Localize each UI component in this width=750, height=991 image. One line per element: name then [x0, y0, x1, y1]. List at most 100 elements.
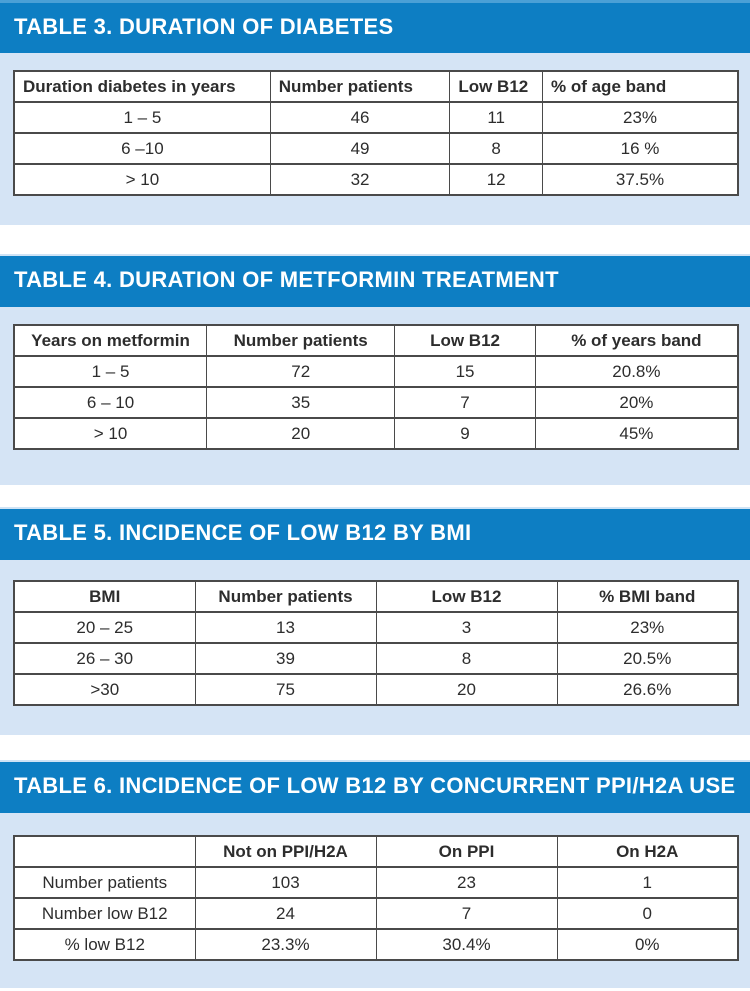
table3-panel: Duration diabetes in years Number patien…: [0, 53, 750, 225]
table-row: >30 75 20 26.6%: [13, 673, 739, 706]
table-cell: 23.3%: [194, 928, 377, 961]
table-cell: 1: [556, 866, 739, 899]
table-row: > 10 20 9 45%: [13, 417, 739, 450]
table-cell: 7: [375, 897, 558, 930]
column-header: On H2A: [556, 835, 739, 868]
table-cell: 26.6%: [556, 673, 739, 706]
column-header: Low B12: [394, 324, 536, 357]
table-cell: 103: [194, 866, 377, 899]
table5-panel: BMI Number patients Low B12 % BMI band 2…: [0, 560, 750, 735]
table-cell: 1 – 5: [13, 355, 208, 388]
table-cell: 6 – 10: [13, 386, 208, 419]
table-cell: 46: [269, 101, 451, 134]
table-cell: > 10: [13, 163, 271, 196]
table3-section: TABLE 3. DURATION OF DIABETES Duration d…: [0, 0, 750, 225]
row-label: Number low B12: [13, 897, 196, 930]
table-row: 26 – 30 39 8 20.5%: [13, 642, 739, 675]
column-header: Number patients: [194, 580, 377, 613]
table-cell: 20: [206, 417, 396, 450]
table-row: > 10 32 12 37.5%: [13, 163, 739, 196]
table-cell: 12: [449, 163, 543, 196]
table3-title: TABLE 3. DURATION OF DIABETES: [14, 14, 394, 39]
table-cell: 49: [269, 132, 451, 165]
table-cell: 3: [375, 611, 558, 644]
table-cell: 24: [194, 897, 377, 930]
column-header: Number patients: [269, 70, 451, 103]
column-header: On PPI: [375, 835, 558, 868]
table-cell: 23%: [542, 101, 739, 134]
table5-title-band: TABLE 5. INCIDENCE OF LOW B12 BY BMI: [0, 507, 750, 560]
table-row: 6 –10 49 8 16 %: [13, 132, 739, 165]
table-cell: 8: [375, 642, 558, 675]
table6-panel: Not on PPI/H2A On PPI On H2A Number pati…: [0, 813, 750, 988]
row-label: Number patients: [13, 866, 196, 899]
column-header: % of age band: [542, 70, 739, 103]
table-row: Number patients 103 23 1: [13, 866, 739, 899]
column-header: Duration diabetes in years: [13, 70, 271, 103]
column-header: Not on PPI/H2A: [194, 835, 377, 868]
table-cell: 0%: [556, 928, 739, 961]
table-row: 20 – 25 13 3 23%: [13, 611, 739, 644]
table-cell: 72: [206, 355, 396, 388]
table-row: 1 – 5 72 15 20.8%: [13, 355, 739, 388]
table-cell: 16 %: [542, 132, 739, 165]
table-cell: 20 – 25: [13, 611, 196, 644]
column-header: Years on metformin: [13, 324, 208, 357]
table-row: 6 – 10 35 7 20%: [13, 386, 739, 419]
table6-title: TABLE 6. INCIDENCE OF LOW B12 BY CONCURR…: [14, 773, 736, 798]
table-cell: 13: [194, 611, 377, 644]
table-cell: 11: [449, 101, 543, 134]
column-header: % BMI band: [556, 580, 739, 613]
table-cell: 9: [394, 417, 536, 450]
table4-header-row: Years on metformin Number patients Low B…: [13, 324, 739, 357]
column-header: BMI: [13, 580, 196, 613]
column-header-empty: [13, 835, 196, 868]
table4-title: TABLE 4. DURATION OF METFORMIN TREATMENT: [14, 267, 559, 292]
table-cell: >30: [13, 673, 196, 706]
table-cell: 6 –10: [13, 132, 271, 165]
table-cell: 20: [375, 673, 558, 706]
table6: Not on PPI/H2A On PPI On H2A Number pati…: [13, 835, 739, 961]
row-label: % low B12: [13, 928, 196, 961]
table5-section: TABLE 5. INCIDENCE OF LOW B12 BY BMI BMI…: [0, 507, 750, 735]
table4: Years on metformin Number patients Low B…: [13, 324, 739, 450]
table4-section: TABLE 4. DURATION OF METFORMIN TREATMENT…: [0, 254, 750, 485]
table-cell: 35: [206, 386, 396, 419]
table-cell: 30.4%: [375, 928, 558, 961]
table5: BMI Number patients Low B12 % BMI band 2…: [13, 580, 739, 706]
column-header: Number patients: [206, 324, 396, 357]
table-cell: 7: [394, 386, 536, 419]
table-cell: 39: [194, 642, 377, 675]
table4-panel: Years on metformin Number patients Low B…: [0, 307, 750, 485]
table6-title-band: TABLE 6. INCIDENCE OF LOW B12 BY CONCURR…: [0, 760, 750, 813]
table-cell: 45%: [534, 417, 739, 450]
table6-section: TABLE 6. INCIDENCE OF LOW B12 BY CONCURR…: [0, 760, 750, 988]
table-cell: 37.5%: [542, 163, 739, 196]
table-cell: 20.8%: [534, 355, 739, 388]
table5-title: TABLE 5. INCIDENCE OF LOW B12 BY BMI: [14, 520, 472, 545]
table-row: 1 – 5 46 11 23%: [13, 101, 739, 134]
table-cell: > 10: [13, 417, 208, 450]
table3: Duration diabetes in years Number patien…: [13, 70, 739, 196]
table-cell: 1 – 5: [13, 101, 271, 134]
table3-title-band: TABLE 3. DURATION OF DIABETES: [0, 0, 750, 53]
table6-header-row: Not on PPI/H2A On PPI On H2A: [13, 835, 739, 868]
table-cell: 23: [375, 866, 558, 899]
table-cell: 75: [194, 673, 377, 706]
table3-header-row: Duration diabetes in years Number patien…: [13, 70, 739, 103]
table-row: % low B12 23.3% 30.4% 0%: [13, 928, 739, 961]
table-row: Number low B12 24 7 0: [13, 897, 739, 930]
table-cell: 15: [394, 355, 536, 388]
table-cell: 26 – 30: [13, 642, 196, 675]
table-cell: 20%: [534, 386, 739, 419]
column-header: Low B12: [375, 580, 558, 613]
column-header: Low B12: [449, 70, 543, 103]
table-cell: 0: [556, 897, 739, 930]
table-cell: 8: [449, 132, 543, 165]
table4-title-band: TABLE 4. DURATION OF METFORMIN TREATMENT: [0, 254, 750, 307]
table-cell: 23%: [556, 611, 739, 644]
column-header: % of years band: [534, 324, 739, 357]
table5-header-row: BMI Number patients Low B12 % BMI band: [13, 580, 739, 613]
table-cell: 20.5%: [556, 642, 739, 675]
table-cell: 32: [269, 163, 451, 196]
